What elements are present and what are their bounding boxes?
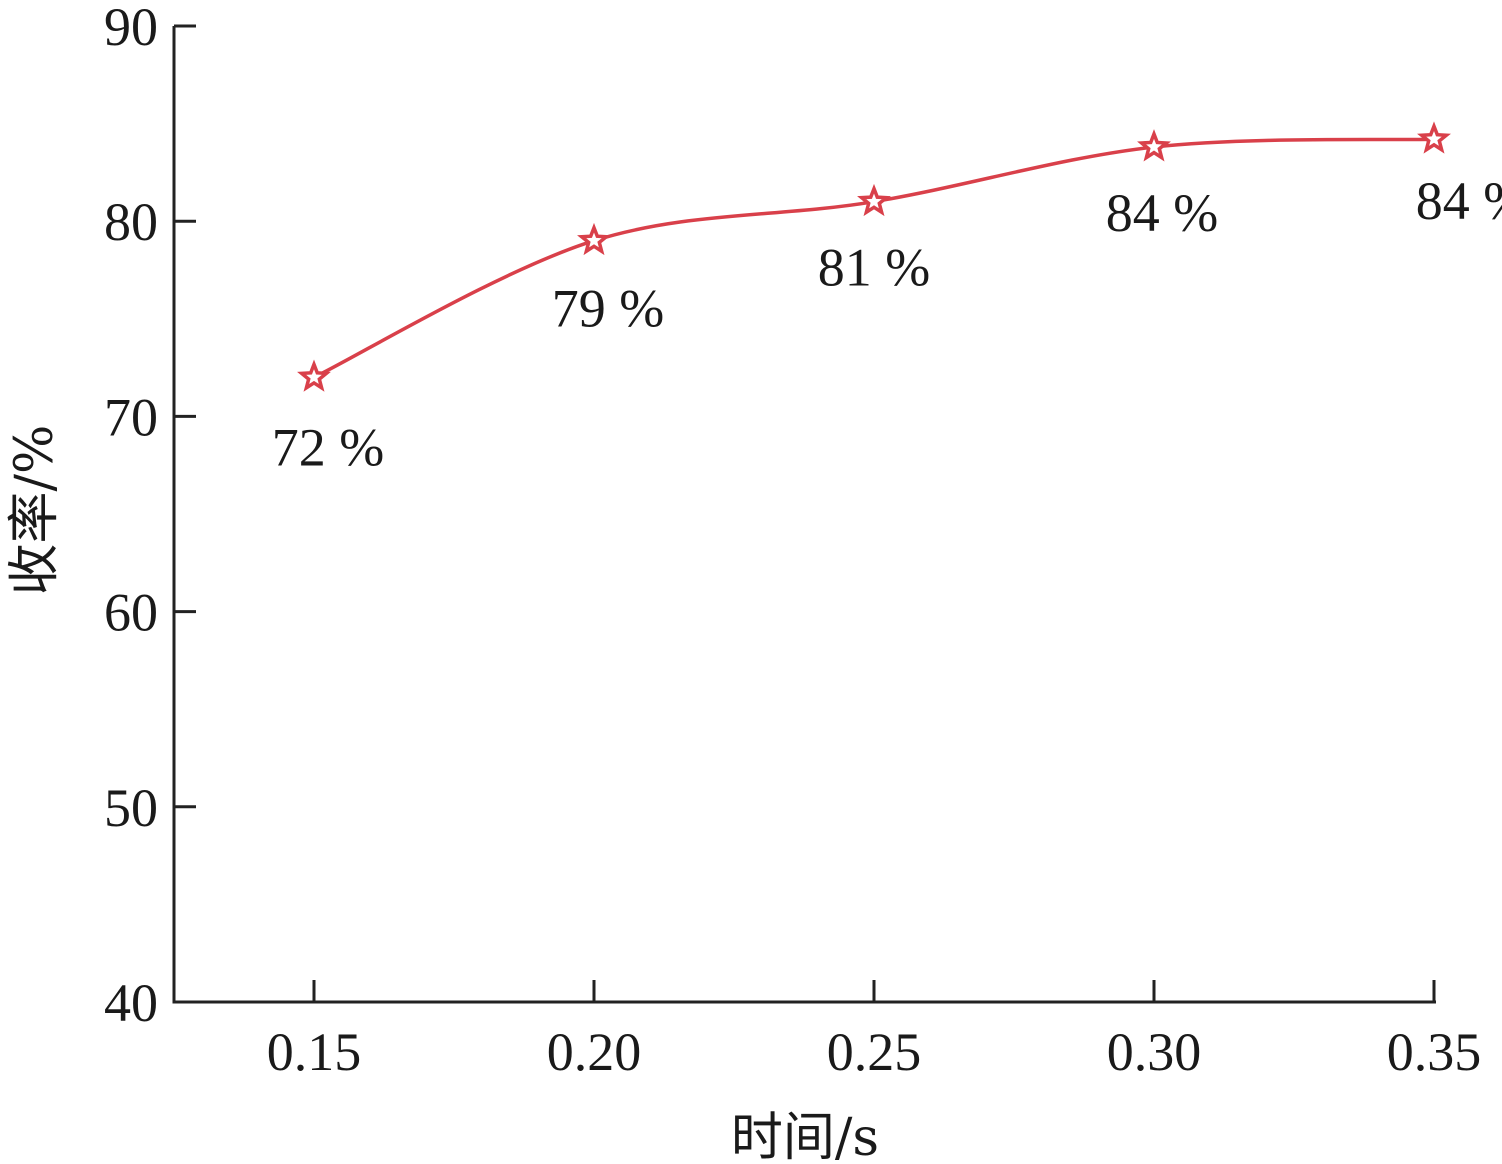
data-point-0.30 [1137, 129, 1171, 162]
y-tick-label-80: 80 [104, 192, 158, 252]
x-axis-title: 时间/s [731, 1108, 879, 1164]
y-tick-label-50: 50 [104, 778, 158, 838]
data-label-0.30: 84 % [1106, 183, 1218, 243]
axes [172, 26, 1436, 1004]
y-tick-label-90: 90 [104, 0, 158, 57]
x-tick-label-0.20: 0.20 [547, 1022, 642, 1082]
data-point-0.15 [297, 359, 331, 392]
y-tick-label-60: 60 [104, 583, 158, 643]
y-tick-label-70: 70 [104, 387, 158, 447]
data-label-0.35: 84 % [1416, 171, 1502, 231]
y-axis-title: 收率/% [5, 425, 65, 596]
x-tick-label-0.30: 0.30 [1107, 1022, 1202, 1082]
y-ticks: 40 50 60 70 80 90 [104, 0, 196, 1033]
data-label-0.20: 79 % [552, 279, 664, 339]
x-tick-label-0.15: 0.15 [267, 1022, 362, 1082]
data-label-0.25: 81 % [818, 238, 930, 298]
data-label-0.15: 72 % [272, 417, 384, 477]
series [297, 121, 1451, 392]
y-tick-label-40: 40 [104, 973, 158, 1033]
data-labels: 72 % 79 % 81 % 84 % 84 % [272, 171, 1502, 477]
x-tick-label-0.35: 0.35 [1387, 1022, 1482, 1082]
x-tick-label-0.25: 0.25 [827, 1022, 922, 1082]
data-point-0.20 [577, 222, 611, 256]
data-point-0.25 [857, 183, 891, 217]
x-ticks: 0.15 0.20 0.25 0.30 0.35 [267, 980, 1482, 1082]
data-point-0.35 [1417, 121, 1451, 154]
